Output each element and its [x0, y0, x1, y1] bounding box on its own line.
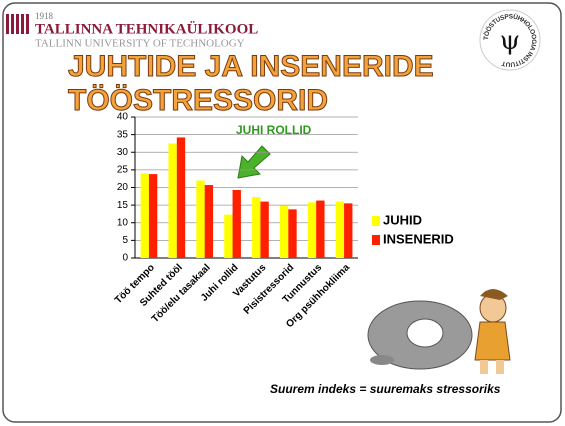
- university-name: TALLINNA TEHNIKAÜLIKOOL: [35, 20, 258, 37]
- y-tick-label: 40: [117, 112, 129, 123]
- bar: [280, 206, 288, 258]
- year: 1918: [35, 11, 54, 21]
- y-tick-label: 25: [117, 165, 129, 176]
- bar: [196, 180, 204, 258]
- bar: [316, 201, 324, 258]
- bar: [308, 202, 316, 258]
- bar: [168, 143, 176, 258]
- bar: [141, 173, 149, 258]
- y-tick-label: 10: [117, 217, 129, 228]
- bar: [205, 185, 213, 258]
- bar: [288, 209, 296, 258]
- legend-swatch: [372, 216, 380, 226]
- bar: [233, 190, 241, 258]
- bar: [177, 137, 185, 258]
- bar: [336, 202, 344, 258]
- slide-title-line: TÖÖSTRESSORID: [68, 84, 328, 117]
- y-tick-label: 0: [122, 253, 128, 264]
- y-tick-label: 35: [117, 129, 129, 140]
- institute-logo: TÖÖSTUSPSÜHHOLOOGIA INSTITUUT ψ: [480, 10, 540, 70]
- y-tick-label: 30: [117, 147, 129, 158]
- y-tick-label: 5: [122, 235, 128, 246]
- bar: [344, 203, 352, 258]
- bar: [149, 174, 157, 258]
- logo-symbol: ψ: [500, 26, 520, 56]
- annotation: JUHI ROLLID: [236, 123, 312, 137]
- legend-label: INSENERID: [383, 231, 454, 246]
- footnote: Suurem indeks = suuremaks stressoriks: [270, 382, 501, 396]
- legend-label: JUHID: [383, 212, 422, 227]
- university-name-en: TALLINN UNIVERSITY OF TECHNOLOGY: [35, 38, 245, 50]
- y-tick-label: 15: [117, 200, 129, 211]
- y-tick-label: 20: [117, 182, 129, 193]
- slide-title-line: JUHTIDE JA INSENERIDE: [68, 50, 434, 83]
- bar: [224, 215, 232, 258]
- bar: [252, 197, 260, 258]
- legend-swatch: [372, 235, 380, 245]
- slide: 1918 TALLINNA TEHNIKAÜLIKOOL TALLINN UNI…: [0, 0, 565, 426]
- bar: [260, 202, 268, 258]
